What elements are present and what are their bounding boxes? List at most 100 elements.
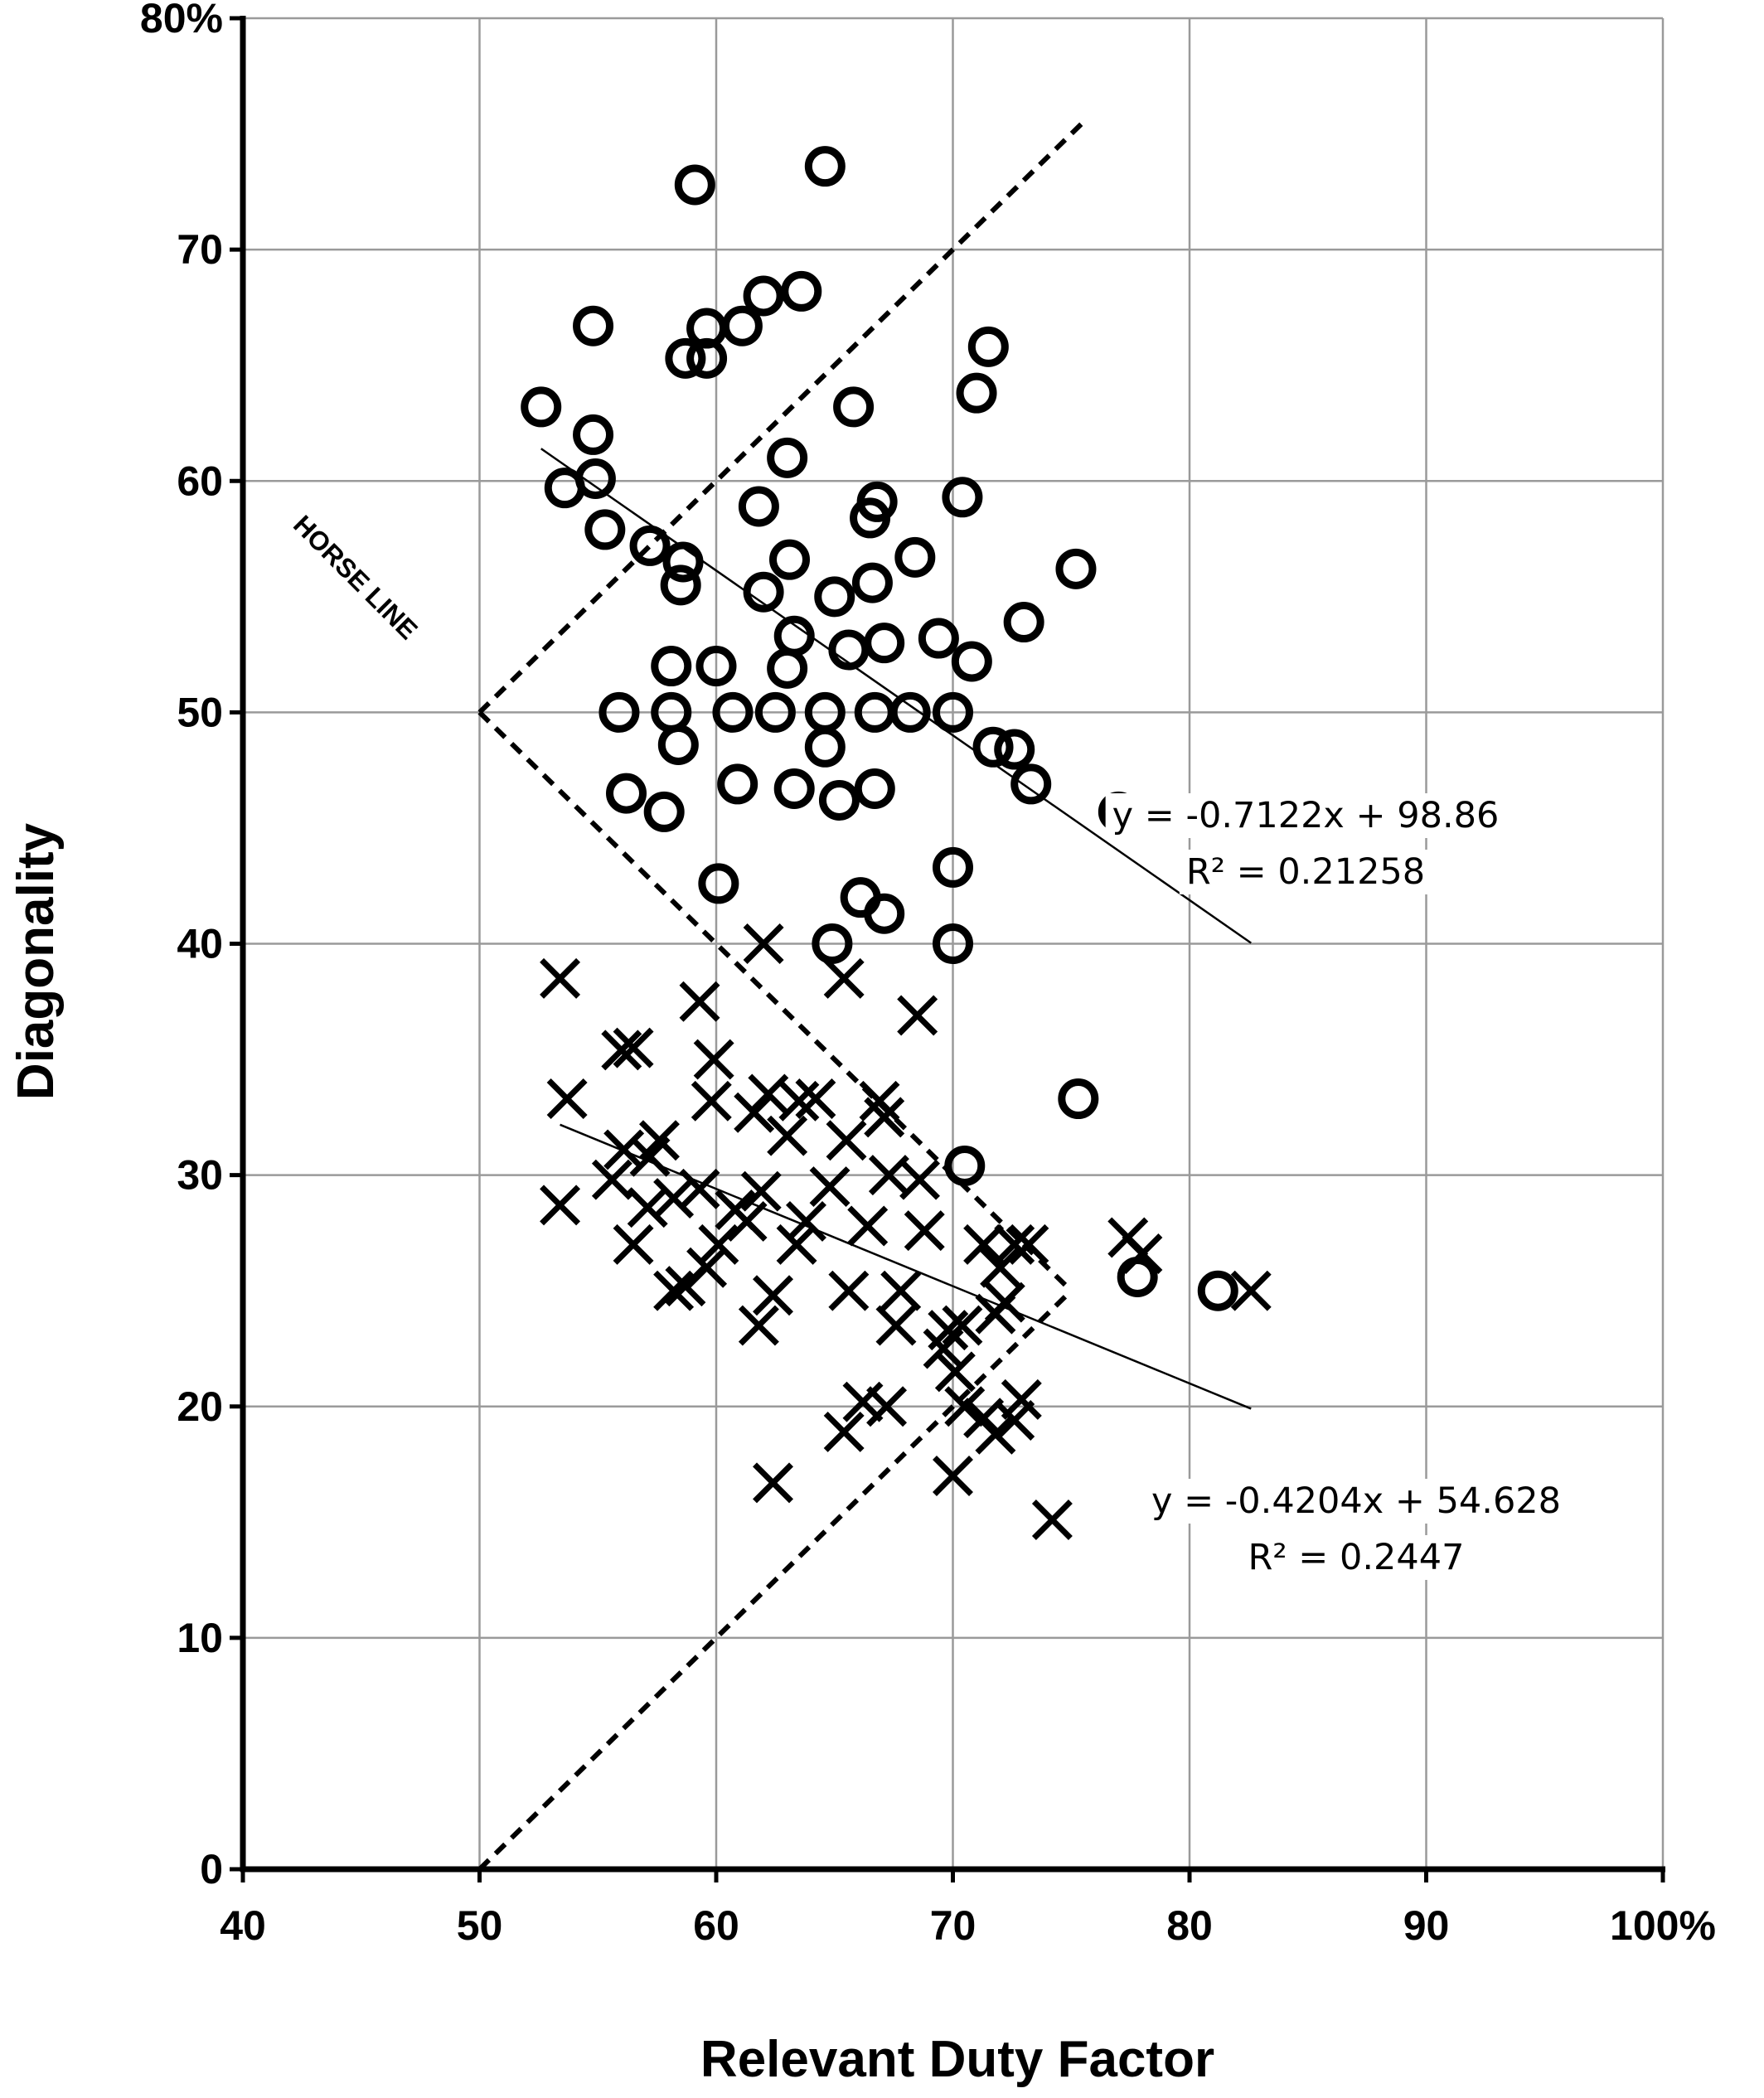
y-tick-label: 30 <box>177 1152 223 1199</box>
circle-point <box>574 458 616 499</box>
circle-point <box>804 726 846 768</box>
x-tick-label: 100% <box>1610 1902 1716 1949</box>
cross-point <box>546 1078 588 1119</box>
circle-point <box>1197 1270 1238 1311</box>
circle-point <box>773 615 815 657</box>
circle-point <box>743 571 784 613</box>
cross-point <box>743 923 784 964</box>
gridlines <box>243 17 1665 1869</box>
cross-point <box>693 1039 734 1080</box>
circle-point <box>854 768 895 809</box>
x-tick-label: 60 <box>693 1902 739 1949</box>
circle-point <box>721 305 763 346</box>
circle-point <box>573 305 614 346</box>
cross-point <box>748 1073 789 1115</box>
circle-point <box>651 646 692 687</box>
circle-point <box>521 386 562 428</box>
cross-point <box>933 1456 973 1496</box>
cross-point <box>994 1400 1035 1441</box>
cross-point <box>904 1210 945 1252</box>
circle-point <box>818 779 860 821</box>
x-tick-label: 90 <box>1403 1902 1450 1949</box>
x-tick-label: 40 <box>220 1902 266 1949</box>
cross-trend-equation: y = -0.4204x + 54.628 <box>1151 1480 1561 1522</box>
cross-point <box>786 1200 826 1242</box>
circle-point <box>856 481 898 522</box>
circle-point <box>864 623 905 664</box>
circle-point <box>598 691 640 733</box>
circle-point <box>662 541 704 583</box>
circle-series <box>521 146 1238 1311</box>
circle-point <box>972 726 1014 768</box>
cross-point <box>653 1270 695 1311</box>
circle-point <box>1117 1256 1158 1297</box>
y-tick-label: 80% <box>140 0 223 41</box>
tick-labels: 40 50 60 70 80 90 100% 0 10 20 30 40 50 60 70 80% <box>140 0 1716 1949</box>
cross-point <box>975 1293 1016 1335</box>
cross-point <box>740 1170 782 1212</box>
horse-line-lower-dashed <box>477 1289 1073 1872</box>
cross-point <box>963 1223 1005 1265</box>
cross-point <box>767 1115 808 1156</box>
circle-trend-equation: y = -0.7122x + 98.86 <box>1112 795 1500 836</box>
circle-point <box>695 646 737 687</box>
cross-series <box>540 923 1272 1540</box>
horse-line-label: HORSE LINE <box>288 509 424 645</box>
circle-point <box>1010 763 1052 805</box>
circle-point <box>573 414 614 455</box>
circle-point <box>674 164 715 206</box>
circle-point <box>643 791 685 832</box>
cross-point <box>847 1205 889 1247</box>
circle-point <box>851 562 893 603</box>
circle-point <box>994 729 1035 770</box>
cross-point <box>679 981 720 1022</box>
horse-line-diagonal-dashed <box>477 710 1073 1293</box>
cross-point <box>738 1305 779 1346</box>
cross-point <box>540 957 581 999</box>
circle-point <box>584 509 626 550</box>
circle-point <box>767 647 808 689</box>
cross-point <box>653 1178 695 1219</box>
cross-point <box>753 1462 793 1504</box>
circle-point <box>606 773 647 814</box>
cross-point <box>603 1129 645 1170</box>
cross-point <box>809 1166 850 1208</box>
cross-point <box>778 1080 820 1122</box>
circle-point <box>812 923 853 964</box>
circle-point <box>629 525 671 566</box>
y-tick-label: 20 <box>177 1383 223 1430</box>
cross-point <box>795 1078 836 1119</box>
cross-point <box>753 1275 793 1316</box>
cross-point <box>934 1351 976 1393</box>
circle-point <box>767 437 808 478</box>
axes <box>230 16 1665 1882</box>
circle-point <box>942 477 983 518</box>
horse-line-upper-dashed <box>477 118 1088 715</box>
x-tick-label: 50 <box>457 1902 503 1949</box>
circle-trend-r2: R² = 0.21258 <box>1186 851 1425 893</box>
cross-point <box>880 1270 922 1311</box>
cross-point <box>980 1247 1021 1288</box>
circle-point <box>951 641 992 682</box>
cross-point <box>639 1120 680 1161</box>
cross-point <box>776 1223 817 1265</box>
circle-point <box>773 768 815 809</box>
circle-point <box>781 270 822 312</box>
cross-point <box>1122 1233 1163 1275</box>
circle-trend-line <box>540 448 1252 944</box>
cross-point <box>994 1223 1035 1265</box>
cross-trend-equation-bg <box>1144 1479 1568 1524</box>
circle-point <box>944 1145 986 1186</box>
circle-point <box>769 539 811 580</box>
circle-point <box>1058 1078 1099 1120</box>
cross-point <box>897 995 938 1036</box>
circle-point <box>956 372 997 414</box>
cross-point <box>726 1200 768 1242</box>
circle-point <box>933 846 973 888</box>
cross-point <box>601 1030 642 1071</box>
y-tick-label: 0 <box>200 1846 223 1892</box>
circle-point <box>665 337 706 379</box>
circle-point <box>864 893 905 934</box>
cross-point <box>1031 1500 1073 1540</box>
circle-point <box>933 923 973 964</box>
